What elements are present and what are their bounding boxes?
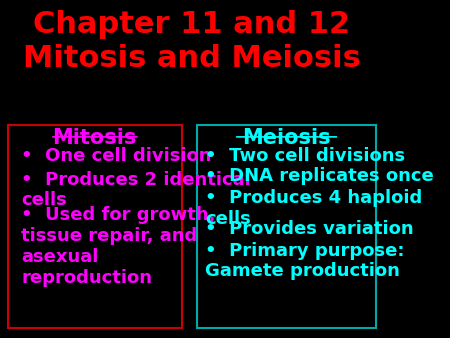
Text: Meiosis: Meiosis bbox=[243, 128, 331, 148]
Text: •  DNA replicates once: • DNA replicates once bbox=[205, 167, 434, 185]
Text: •  Two cell divisions: • Two cell divisions bbox=[205, 147, 405, 165]
FancyBboxPatch shape bbox=[198, 125, 376, 328]
Text: Chapter 11 and 12
Mitosis and Meiosis: Chapter 11 and 12 Mitosis and Meiosis bbox=[23, 10, 360, 73]
Text: •  Used for growth,
tissue repair, and
asexual
reproduction: • Used for growth, tissue repair, and as… bbox=[21, 206, 216, 287]
Text: •  Primary purpose:
Gamete production: • Primary purpose: Gamete production bbox=[205, 242, 405, 281]
Text: •  Produces 4 haploid
cells: • Produces 4 haploid cells bbox=[205, 189, 423, 228]
Text: •  Produces 2 identical
cells: • Produces 2 identical cells bbox=[21, 171, 251, 210]
Text: Mitosis: Mitosis bbox=[52, 128, 136, 148]
FancyBboxPatch shape bbox=[8, 125, 182, 328]
Text: •  Provides variation: • Provides variation bbox=[205, 220, 414, 238]
Text: •  One cell division: • One cell division bbox=[21, 147, 212, 165]
